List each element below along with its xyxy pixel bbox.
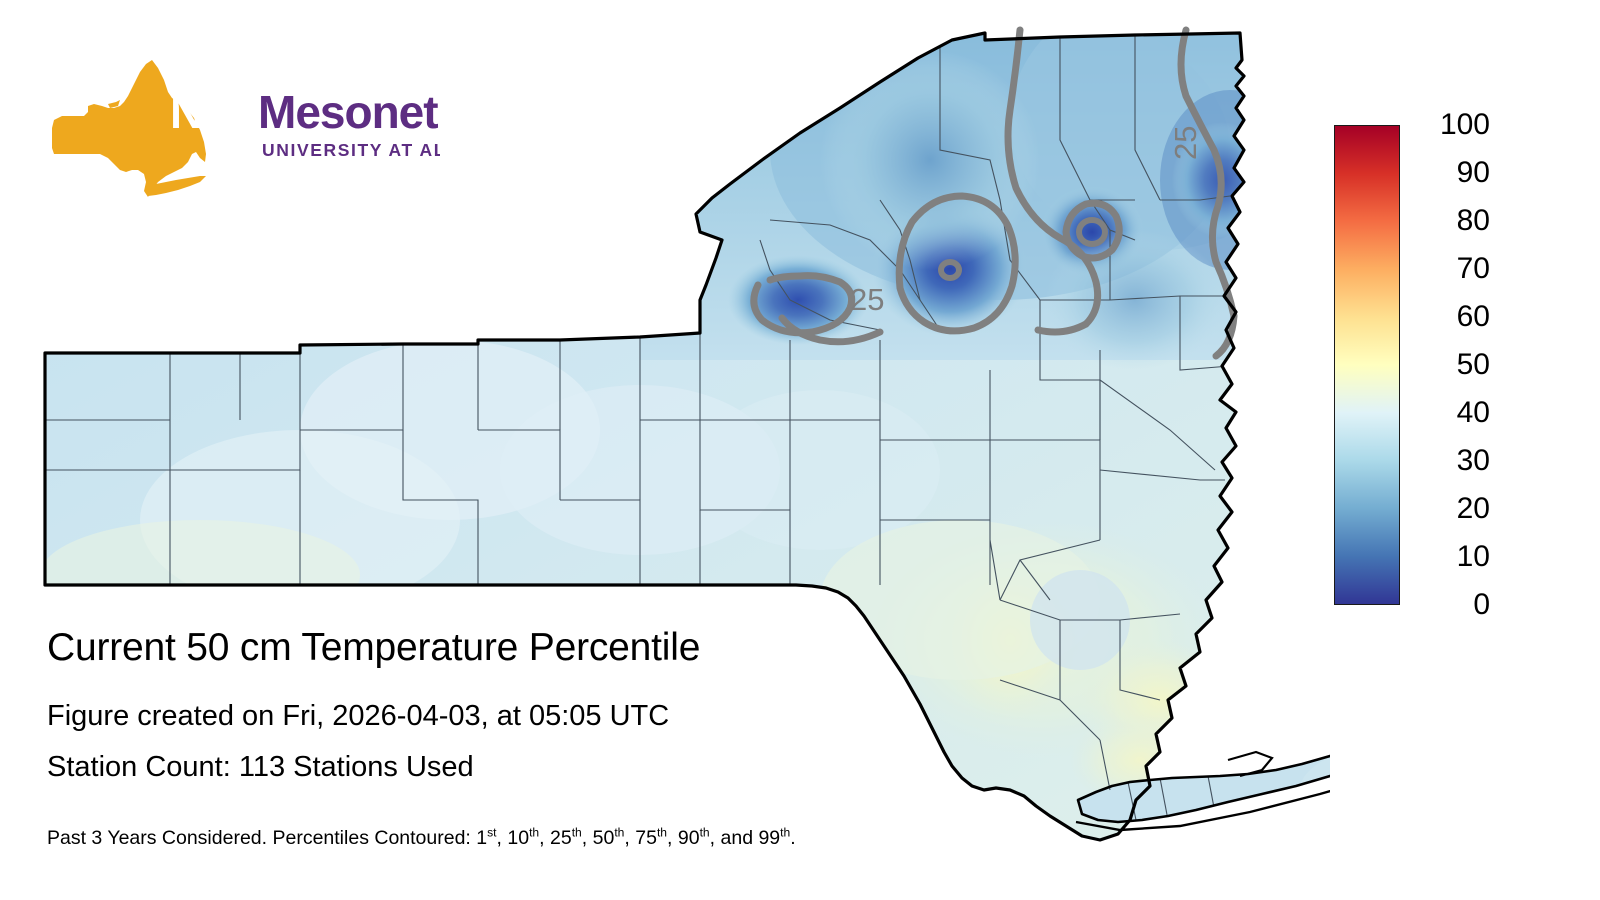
- colorbar-tick-40: 40: [1456, 396, 1490, 429]
- logo-subtitle-text: UNIVERSITY AT ALBANY: [262, 140, 440, 160]
- colorbar-tick-30: 30: [1456, 444, 1490, 477]
- colorbar-tick-10: 10: [1456, 540, 1490, 573]
- new-york-state-percentile-map: 25 25: [43, 26, 1330, 842]
- new-york-state-silhouette-icon: [52, 60, 206, 197]
- colorbar-tick-70: 70: [1456, 252, 1490, 285]
- page-title: Current 50 cm Temperature Percentile: [47, 626, 701, 669]
- inner-contours: [938, 217, 1108, 281]
- colorbar-tick-20: 20: [1456, 492, 1490, 525]
- north-fork-detail: [1227, 750, 1274, 778]
- logo-mesonet-text: Mesonet: [258, 86, 438, 138]
- contour-label-25-northeast: 25: [1168, 126, 1203, 160]
- state-outline: [43, 31, 1246, 842]
- colorbar-tick-60: 60: [1456, 300, 1490, 333]
- long-island-outline: [1076, 754, 1330, 824]
- station-count-line: Station Count: 113 Stations Used: [47, 751, 474, 783]
- contour-footnote: Past 3 Years Considered. Percentiles Con…: [47, 825, 796, 849]
- colorbar-tick-80: 80: [1456, 204, 1490, 237]
- logo-wordmark: NYS Mesonet UNIVERSITY AT ALBANY: [170, 86, 440, 160]
- colorbar-tick-90: 90: [1456, 156, 1490, 189]
- figure-created-line: Figure created on Fri, 2026-04-03, at 05…: [47, 700, 670, 732]
- nys-mesonet-logo: NYS Mesonet UNIVERSITY AT ALBANY: [48, 58, 440, 198]
- logo-nys-text: NYS: [170, 86, 262, 138]
- percentile-contours: [750, 26, 1238, 360]
- colorbar-tick-0: 0: [1473, 588, 1490, 621]
- colorbar-tick-100: 100: [1439, 108, 1490, 141]
- percentile-colorbar[interactable]: [1334, 125, 1400, 605]
- county-boundaries: [45, 35, 1231, 791]
- contour-label-25-west: 25: [850, 282, 884, 317]
- colorbar-tick-labels: 100 90 80 70 60 50 40 30 20 10 0: [1410, 110, 1490, 620]
- long-island-south-shore: [1075, 789, 1330, 832]
- colorbar-tick-50: 50: [1456, 348, 1490, 381]
